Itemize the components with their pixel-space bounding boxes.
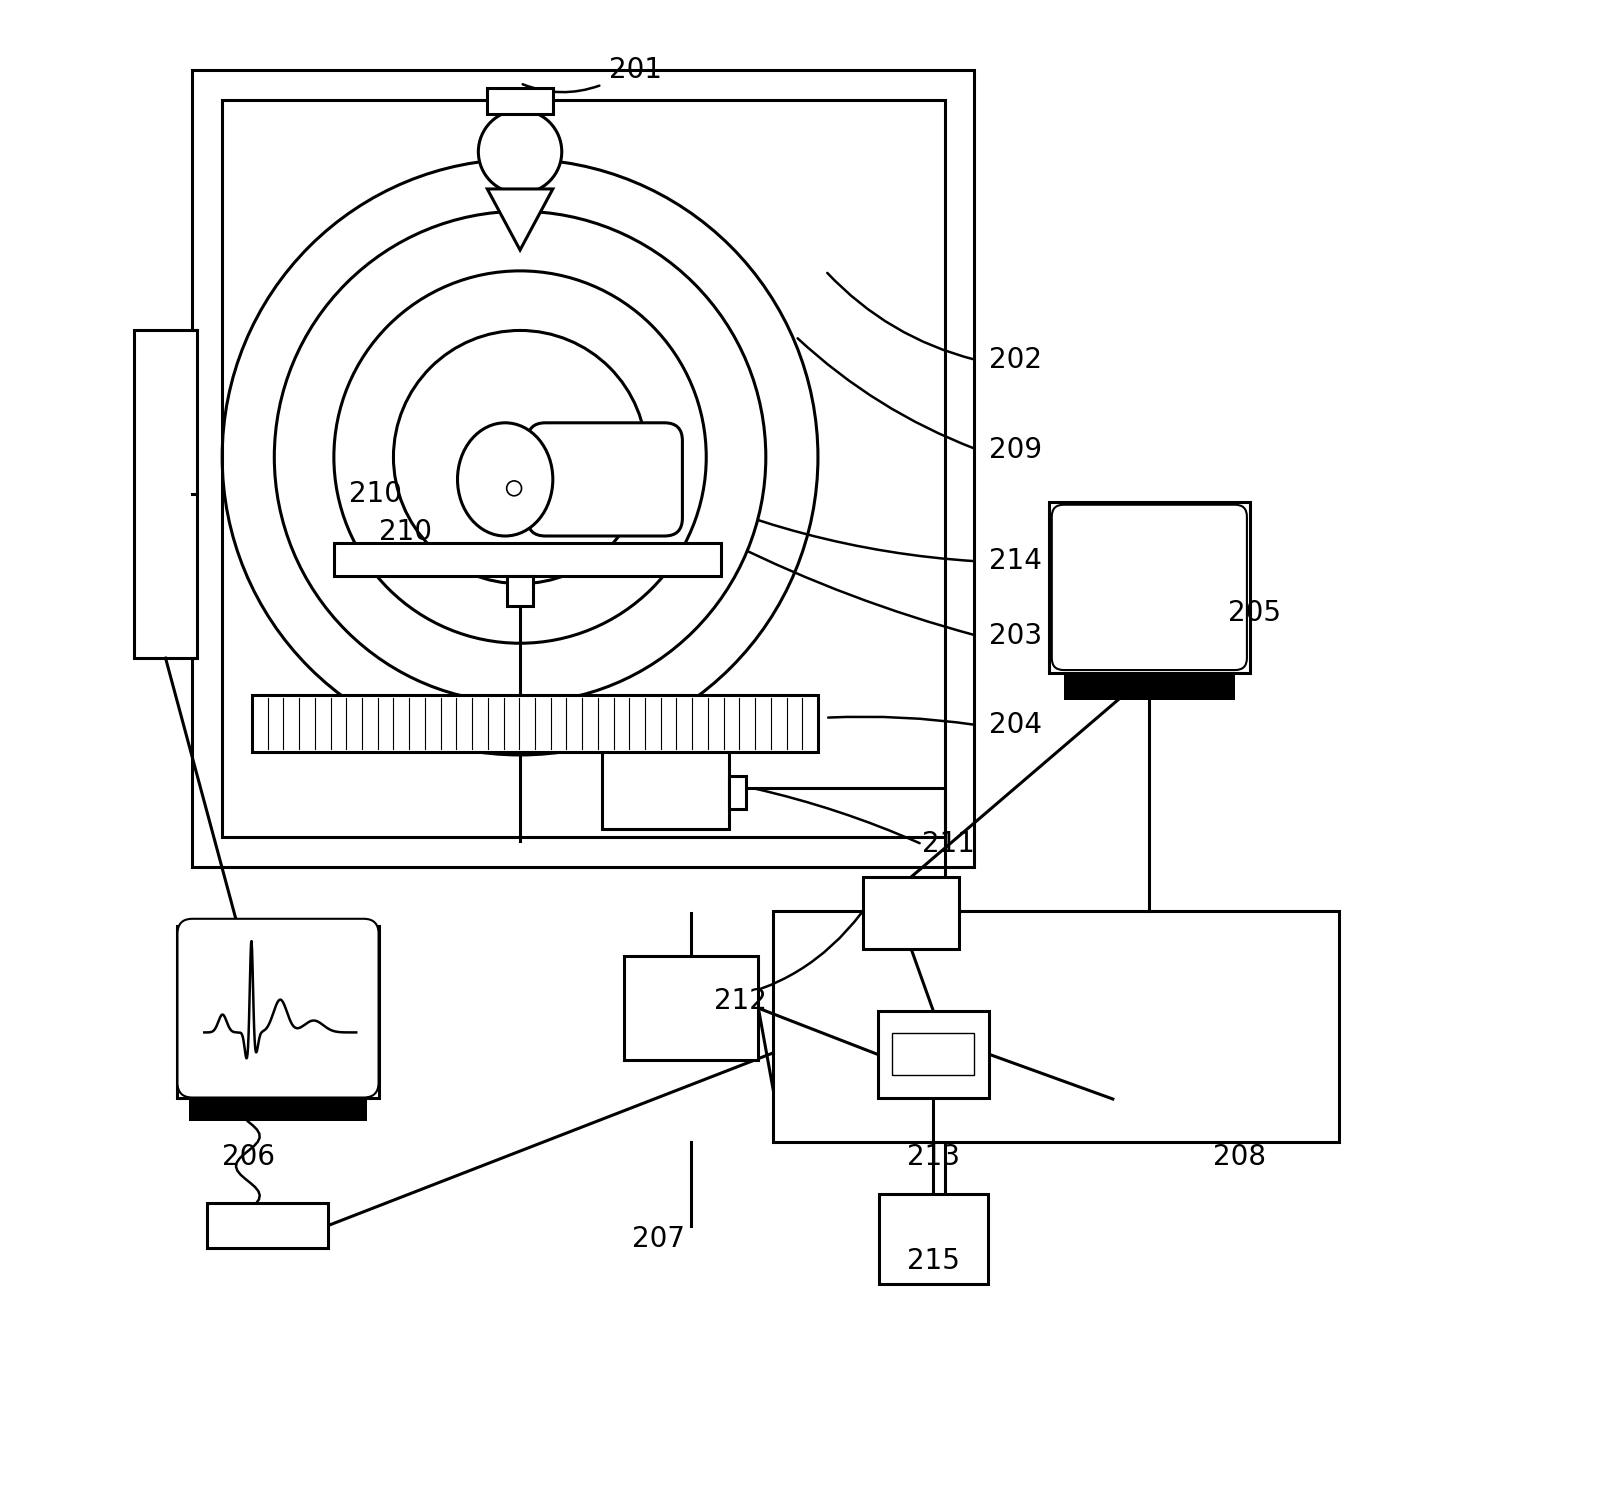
Circle shape: [274, 211, 765, 703]
Text: 204: 204: [989, 712, 1042, 739]
Bar: [773, 912, 1339, 1142]
Text: 205: 205: [1227, 599, 1281, 628]
Text: 207: 207: [632, 1224, 684, 1253]
Text: 208: 208: [1213, 1144, 1266, 1171]
Polygon shape: [488, 188, 553, 250]
Text: 201: 201: [609, 55, 663, 84]
Bar: [177, 927, 379, 1097]
Bar: [1049, 502, 1250, 673]
Bar: [601, 748, 728, 830]
Text: 209: 209: [989, 435, 1042, 463]
Bar: [877, 1011, 989, 1097]
Bar: [207, 1203, 327, 1248]
Bar: [222, 100, 945, 837]
Bar: [334, 544, 721, 576]
Bar: [190, 1097, 366, 1121]
Bar: [1063, 673, 1235, 700]
FancyBboxPatch shape: [177, 919, 379, 1097]
Bar: [862, 878, 960, 948]
Circle shape: [478, 111, 562, 193]
Text: 212: 212: [713, 987, 767, 1015]
Bar: [507, 576, 533, 605]
Ellipse shape: [457, 423, 553, 537]
Text: 210: 210: [379, 517, 431, 546]
Text: 203: 203: [989, 622, 1042, 650]
Text: 211: 211: [922, 830, 976, 858]
Bar: [135, 330, 196, 658]
Bar: [893, 1033, 974, 1075]
FancyBboxPatch shape: [527, 423, 682, 537]
Text: 215: 215: [908, 1247, 960, 1275]
Bar: [879, 1195, 987, 1284]
Bar: [728, 776, 746, 809]
Text: 206: 206: [222, 1144, 276, 1171]
FancyBboxPatch shape: [1052, 505, 1247, 670]
Bar: [251, 695, 819, 752]
Bar: [193, 70, 974, 867]
Bar: [488, 88, 553, 115]
Text: 214: 214: [989, 547, 1042, 576]
Text: 213: 213: [908, 1144, 960, 1171]
Text: 202: 202: [989, 347, 1042, 374]
Circle shape: [394, 330, 647, 583]
Text: 210: 210: [349, 480, 402, 508]
Bar: [624, 955, 759, 1060]
